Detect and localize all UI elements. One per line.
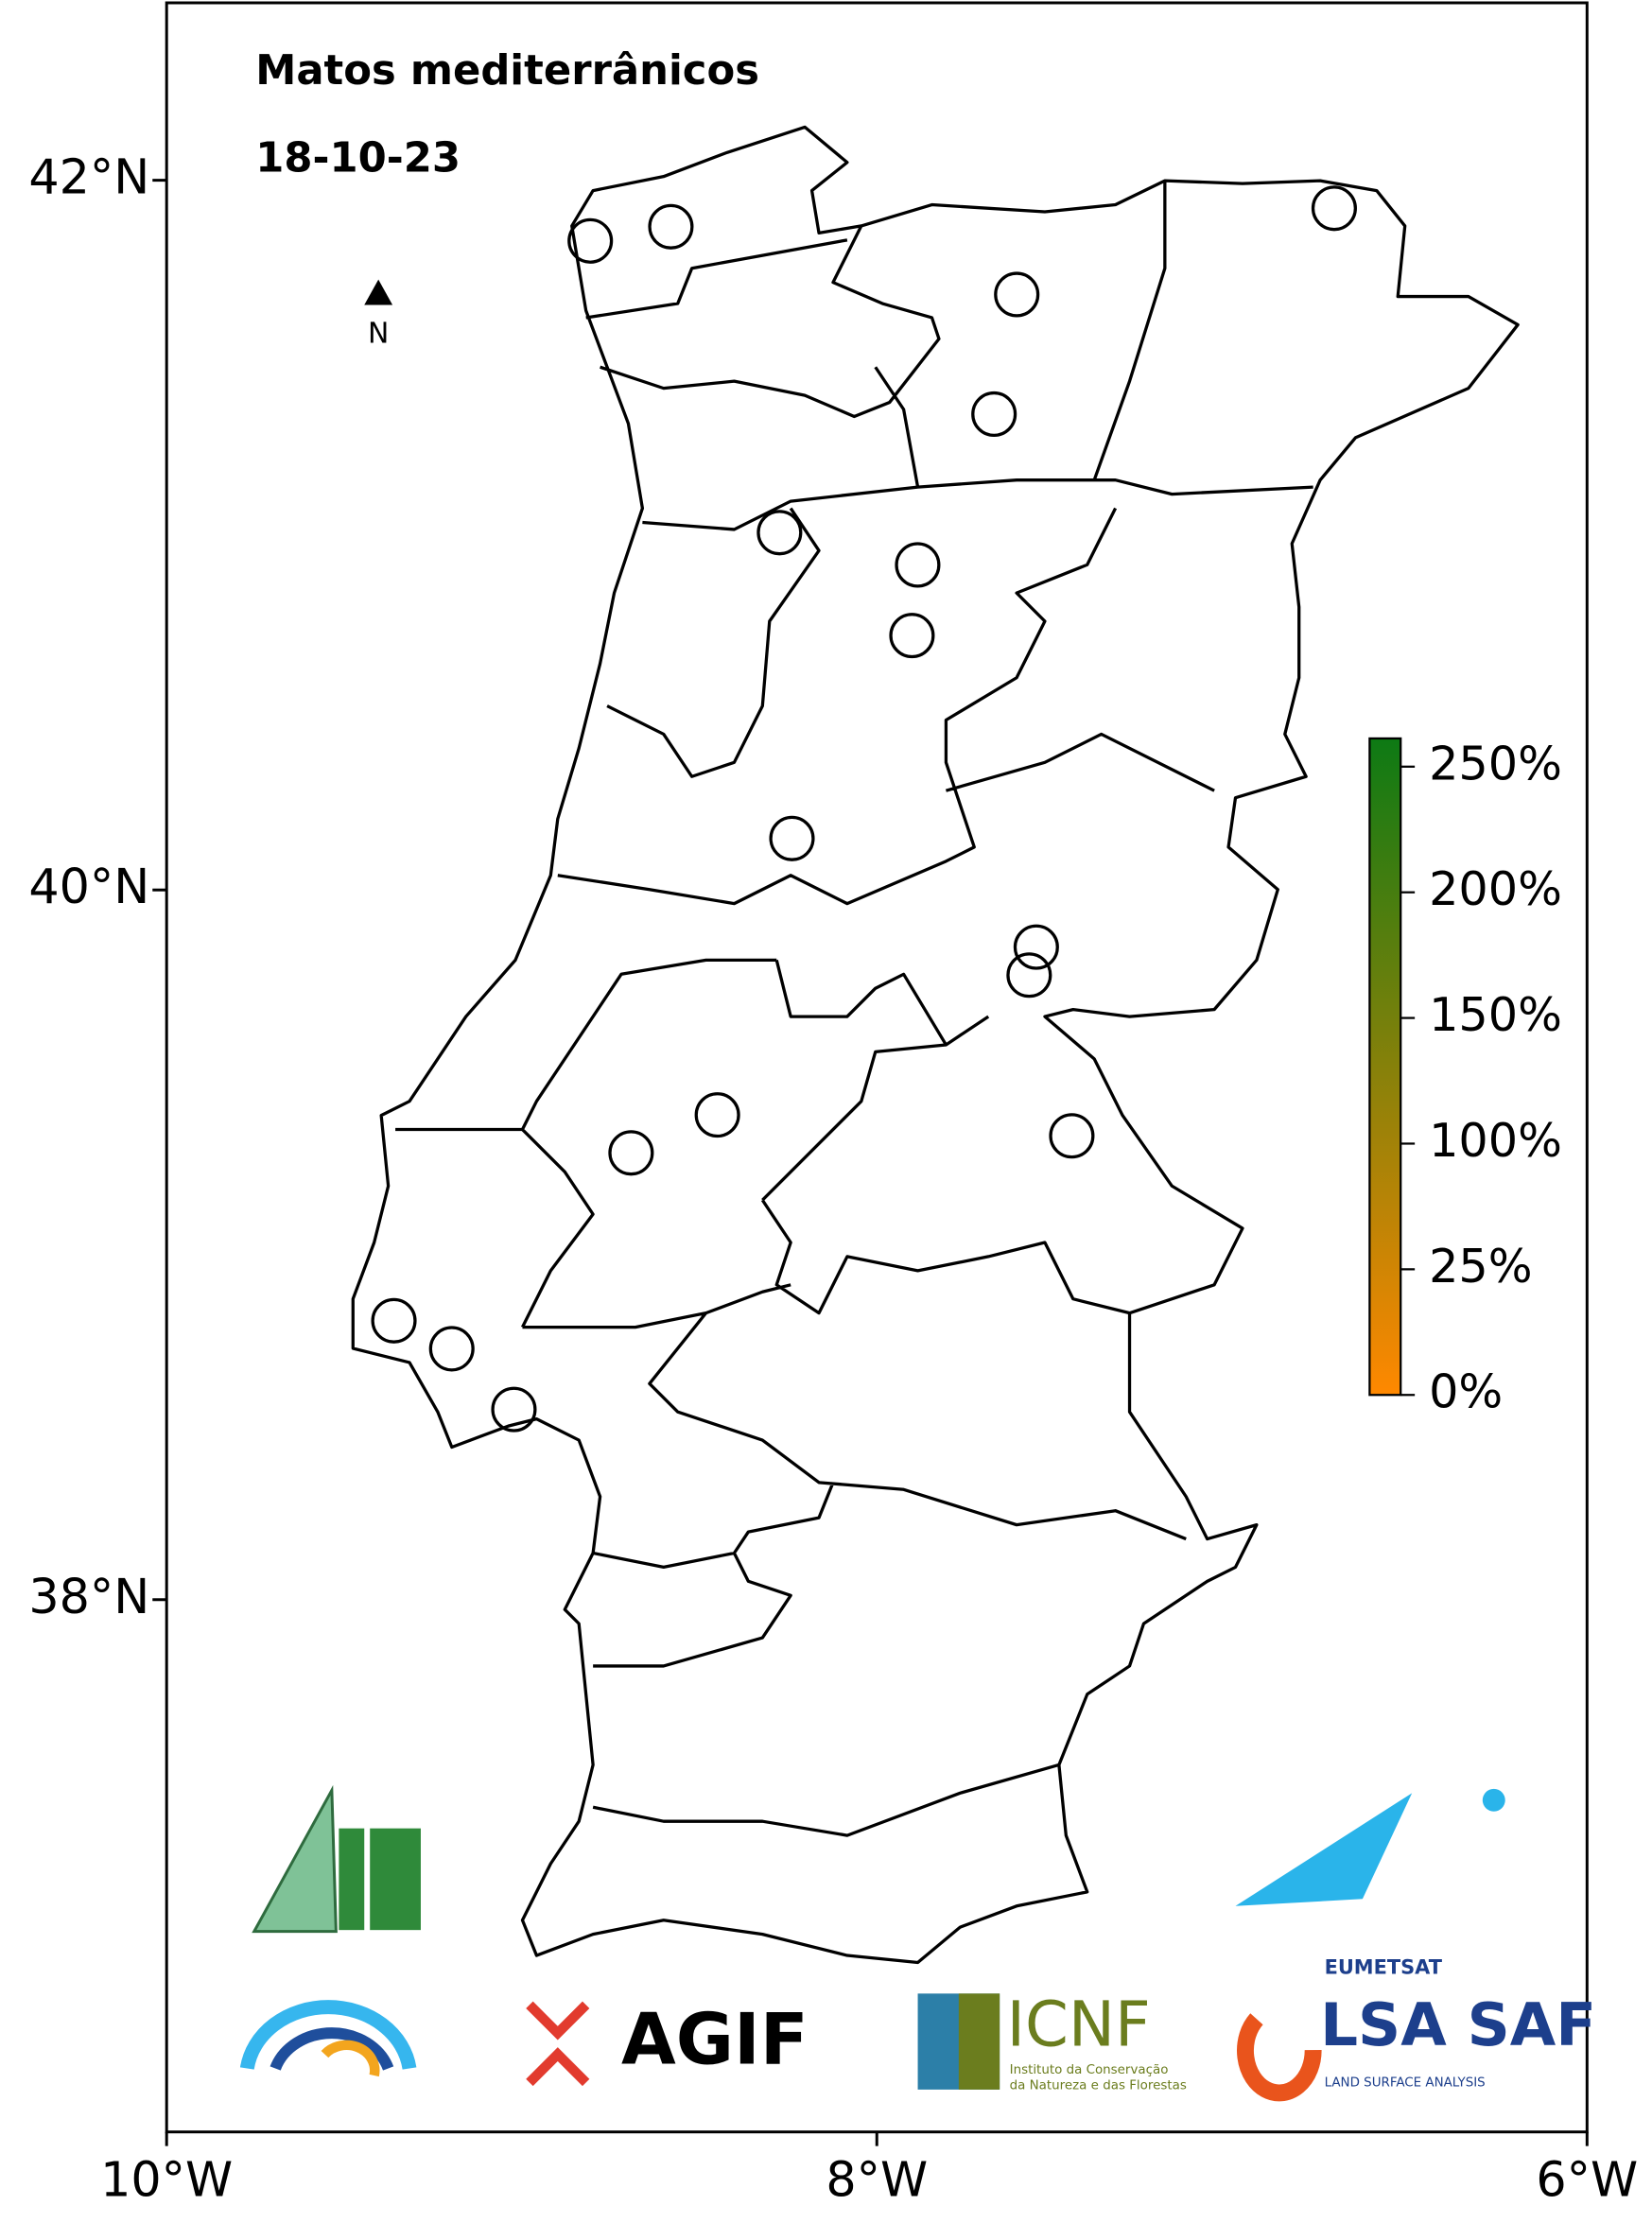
colorbar <box>1368 737 1402 1397</box>
ipma-logo <box>239 2000 417 2070</box>
map-date: 18-10-23 <box>255 135 461 182</box>
station <box>491 1386 537 1433</box>
plot-frame <box>165 1 1589 2134</box>
station <box>428 1326 475 1372</box>
icnf-logo-mark <box>958 1993 1000 2090</box>
station <box>567 217 614 264</box>
station <box>895 542 941 588</box>
station <box>769 815 815 861</box>
y-tick-label: 38°N <box>28 1569 149 1624</box>
ipma-logo-arc <box>270 2027 394 2071</box>
x-tick-label: 6°W <box>1536 2151 1638 2207</box>
ceif-logo-bar <box>339 1828 365 1931</box>
station <box>371 1297 417 1344</box>
colorbar-tick-label: 0% <box>1429 1364 1503 1419</box>
station <box>694 1092 740 1138</box>
station <box>994 271 1040 318</box>
station <box>1311 185 1357 232</box>
colorbar-tick-label: 25% <box>1429 1239 1533 1294</box>
colorbar-tick-label: 200% <box>1429 861 1562 916</box>
station <box>756 510 803 556</box>
portugal-map <box>351 125 1520 1965</box>
station <box>889 613 935 659</box>
ipma-logo-arc <box>321 2040 380 2077</box>
station <box>1013 924 1059 970</box>
station <box>1006 952 1052 999</box>
x-tick-label: 10°W <box>100 2151 233 2207</box>
colorbar-tick-label: 100% <box>1429 1113 1562 1168</box>
map-title: Matos mediterrânicos <box>255 47 759 95</box>
icnf-logo: ICNF <box>1007 1989 1151 2061</box>
lsa-saf-logo: LSA SAF <box>1320 1990 1596 2059</box>
lsa-logo-mark <box>1237 2013 1322 2102</box>
agif-logo-mark <box>526 2001 590 2087</box>
eumetsat-label: EUMETSAT <box>1325 1955 1443 1978</box>
north-arrow <box>364 279 393 305</box>
station <box>648 203 694 250</box>
north-label: N <box>368 317 389 350</box>
station <box>971 391 1017 437</box>
colorbar-tick-label: 250% <box>1429 736 1562 790</box>
adai-logo-dot <box>1482 1788 1505 1812</box>
agif-logo: AGIF <box>621 1999 809 2081</box>
x-tick-label: 8°W <box>826 2151 928 2207</box>
country-outline <box>351 125 1520 1965</box>
ceif-logo <box>252 1784 338 1934</box>
colorbar-tick-label: 150% <box>1429 987 1562 1042</box>
station <box>1049 1113 1095 1159</box>
district-borders <box>395 181 1313 1837</box>
y-tick-label: 42°N <box>28 149 149 205</box>
ceif-logo-bar <box>370 1828 421 1931</box>
icnf-subtitle: da Natureza e das Florestas <box>1010 2078 1187 2093</box>
station <box>608 1130 654 1176</box>
icnf-subtitle: Instituto da Conservação <box>1010 2063 1169 2077</box>
y-tick-label: 40°N <box>28 859 149 914</box>
lsa-subtitle: LAND SURFACE ANALYSIS <box>1325 2075 1486 2090</box>
